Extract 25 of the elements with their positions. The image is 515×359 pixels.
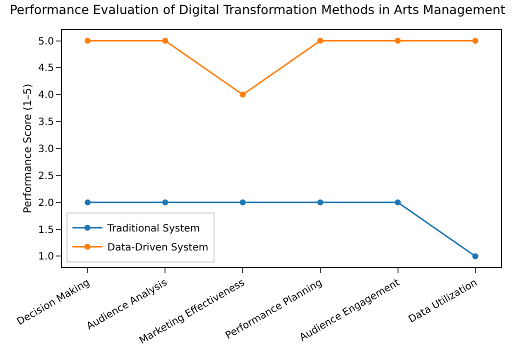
chart-title: Performance Evaluation of Digital Transformation Methods in Arts Management	[10, 2, 506, 18]
y-tick-label: 5.0	[38, 36, 54, 48]
point	[162, 38, 168, 44]
point	[162, 199, 168, 206]
y-axis-title: Performance Score (1–5)	[22, 84, 34, 214]
y-tick-label: 3.5	[38, 117, 54, 128]
y-tick-label: 4.0	[38, 90, 54, 102]
point	[472, 38, 478, 44]
point	[317, 38, 324, 44]
legend-label: Data-Driven System	[107, 242, 208, 254]
y-tick-label: 1.5	[38, 224, 54, 236]
point	[240, 199, 246, 206]
point	[240, 92, 246, 98]
y-tick-label: 4.5	[38, 63, 54, 74]
y-tick-label: 3.0	[38, 144, 54, 155]
y-tick-label: 1.0	[38, 252, 54, 263]
point	[84, 199, 91, 206]
point	[394, 199, 401, 206]
point	[472, 253, 478, 260]
point	[84, 38, 91, 44]
point	[394, 38, 401, 44]
legend-label: Traditional System	[106, 224, 200, 235]
point	[317, 199, 324, 206]
y-tick-label: 2.0	[38, 198, 54, 209]
y-tick-label: 2.5	[38, 170, 54, 182]
